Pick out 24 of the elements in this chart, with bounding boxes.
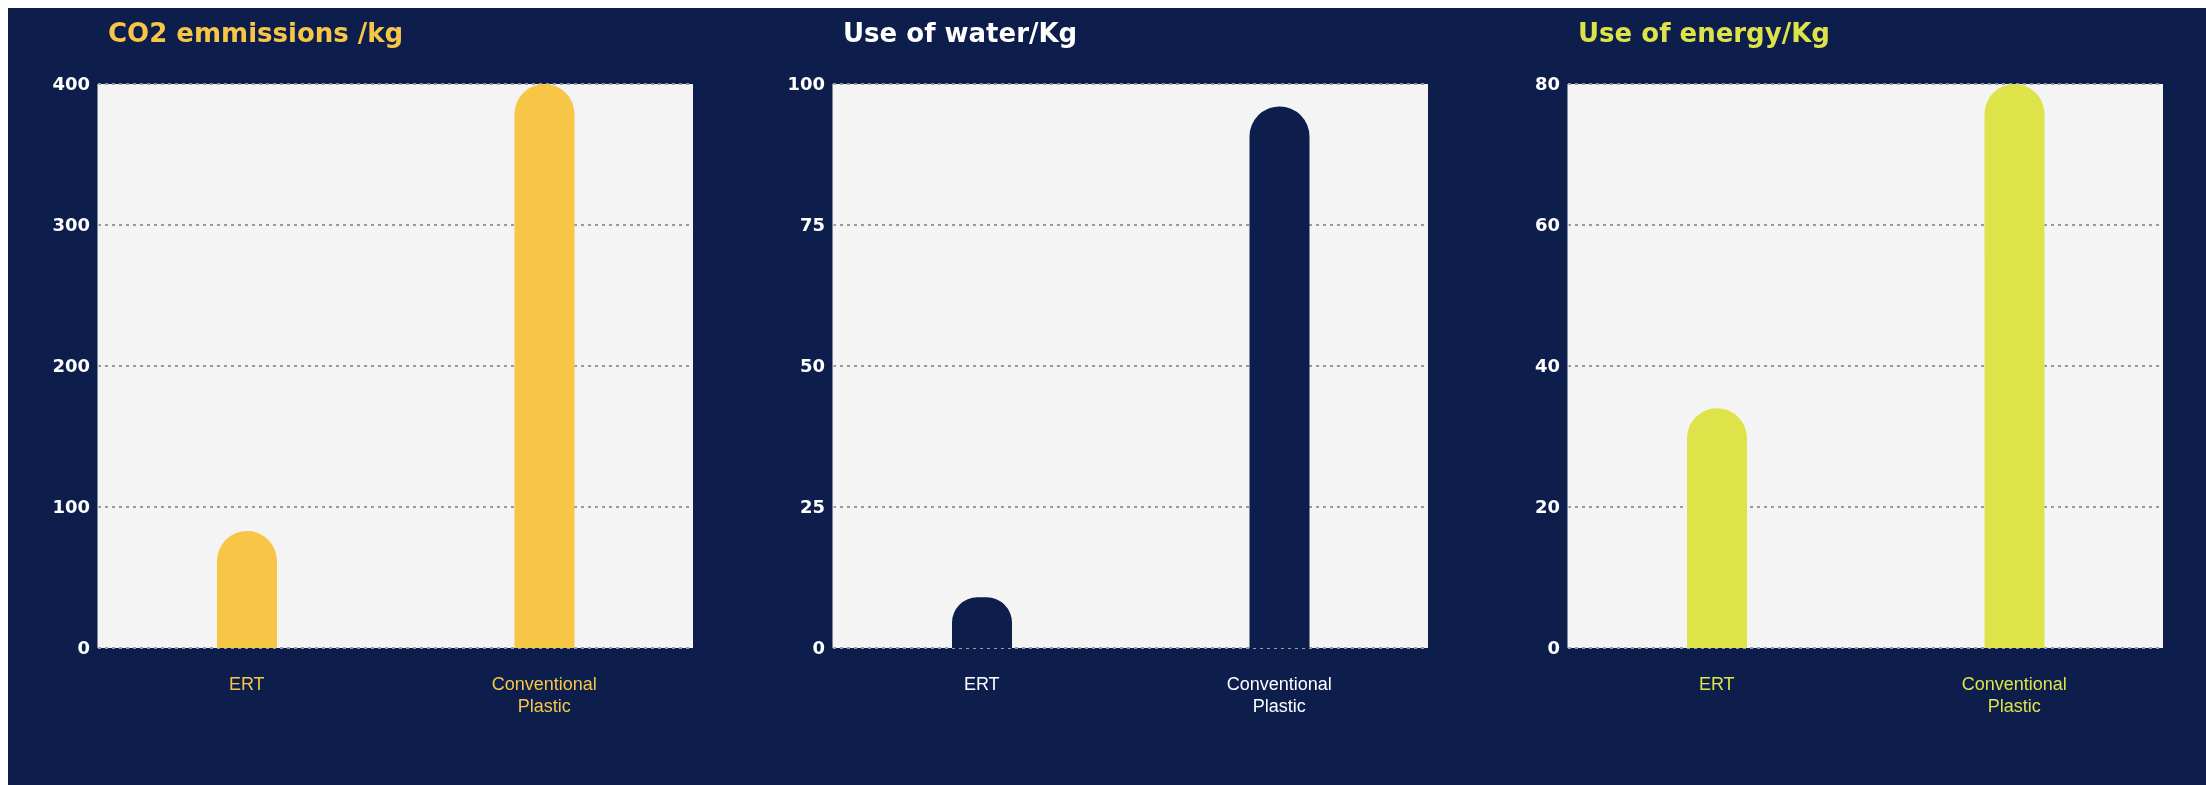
y-tick-label: 100 bbox=[52, 496, 90, 518]
y-tick-label: 75 bbox=[799, 214, 825, 236]
x-tick-label: ERT bbox=[963, 674, 1000, 694]
y-tick-label: 0 bbox=[812, 637, 825, 659]
chart-title: CO2 emmissions /kg bbox=[108, 18, 404, 48]
y-tick-label: 0 bbox=[1547, 637, 1560, 659]
x-tick-label: Conventional Plastic bbox=[1226, 674, 1332, 716]
y-tick-label: 20 bbox=[1534, 496, 1560, 518]
x-tick-label: Conventional Plastic bbox=[491, 674, 597, 716]
y-tick-label: 400 bbox=[52, 73, 90, 95]
x-tick-label: ERT bbox=[1698, 674, 1735, 694]
chart-title: Use of water/Kg bbox=[843, 18, 1078, 48]
y-tick-label: 100 bbox=[787, 73, 825, 95]
y-tick-label: 0 bbox=[77, 637, 90, 659]
y-tick-label: 50 bbox=[799, 355, 825, 377]
x-tick-label: Conventional Plastic bbox=[1961, 674, 2067, 716]
y-tick-label: 300 bbox=[52, 214, 90, 236]
y-tick-label: 40 bbox=[1534, 355, 1560, 377]
x-tick-label: ERT bbox=[228, 674, 265, 694]
chart-title: Use of energy/Kg bbox=[1578, 18, 1830, 48]
y-tick-label: 60 bbox=[1534, 214, 1560, 236]
y-tick-label: 80 bbox=[1534, 73, 1560, 95]
y-tick-label: 25 bbox=[799, 496, 825, 518]
y-tick-label: 200 bbox=[52, 355, 90, 377]
